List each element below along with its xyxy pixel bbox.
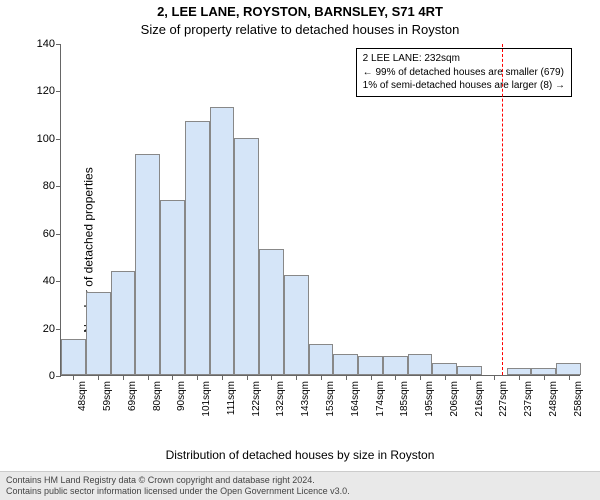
xtick-label: 111sqm — [226, 381, 237, 415]
histogram-bar — [160, 200, 185, 375]
xtick-label: 248sqm — [548, 381, 559, 417]
xtick-mark — [445, 375, 446, 380]
xtick-mark — [371, 375, 372, 380]
figure-container: 2, LEE LANE, ROYSTON, BARNSLEY, S71 4RT … — [0, 0, 600, 500]
histogram-bar — [86, 292, 111, 375]
ytick-label: 20 — [43, 323, 61, 335]
xtick-mark — [271, 375, 272, 380]
xtick-label: 90sqm — [176, 381, 187, 411]
histogram-bar — [185, 121, 210, 375]
marker-legend: 2 LEE LANE: 232sqm ← 99% of detached hou… — [356, 48, 572, 97]
xtick-mark — [470, 375, 471, 380]
xtick-mark — [247, 375, 248, 380]
histogram-bar — [507, 368, 532, 375]
xtick-mark — [544, 375, 545, 380]
ytick-label: 80 — [43, 180, 61, 192]
xtick-mark — [519, 375, 520, 380]
histogram-bar — [135, 154, 160, 375]
histogram-bar — [333, 354, 358, 375]
ytick-label: 120 — [37, 85, 61, 97]
histogram-bar — [383, 356, 408, 375]
histogram-bar — [358, 356, 383, 375]
xtick-mark — [420, 375, 421, 380]
xtick-mark — [346, 375, 347, 380]
xtick-label: 132sqm — [275, 381, 286, 417]
xtick-mark — [569, 375, 570, 380]
xtick-mark — [296, 375, 297, 380]
ytick-label: 100 — [37, 133, 61, 145]
histogram-bar — [234, 138, 259, 375]
ytick-label: 140 — [37, 38, 61, 50]
histogram-bar — [259, 249, 284, 375]
xtick-mark — [123, 375, 124, 380]
xtick-label: 143sqm — [300, 381, 311, 417]
legend-line-2: ← 99% of detached houses are smaller (67… — [363, 66, 565, 80]
xtick-label: 195sqm — [424, 381, 435, 417]
histogram-bar — [457, 366, 482, 375]
ytick-label: 40 — [43, 275, 61, 287]
ytick-label: 0 — [49, 370, 61, 382]
legend-line-3: 1% of semi-detached houses are larger (8… — [363, 79, 565, 93]
xtick-label: 216sqm — [474, 381, 485, 417]
page-title: 2, LEE LANE, ROYSTON, BARNSLEY, S71 4RT — [0, 4, 600, 19]
xtick-label: 185sqm — [399, 381, 410, 417]
histogram-plot: 2 LEE LANE: 232sqm ← 99% of detached hou… — [60, 44, 580, 376]
histogram-bar — [432, 363, 457, 375]
xtick-label: 48sqm — [77, 381, 88, 411]
xtick-label: 174sqm — [375, 381, 386, 417]
histogram-bar — [309, 344, 334, 375]
histogram-bar — [408, 354, 433, 375]
xtick-mark — [395, 375, 396, 380]
footer-line-1: Contains HM Land Registry data © Crown c… — [6, 475, 594, 486]
histogram-bar — [531, 368, 556, 375]
xtick-label: 153sqm — [325, 381, 336, 417]
license-footer: Contains HM Land Registry data © Crown c… — [0, 471, 600, 500]
xtick-label: 258sqm — [573, 381, 584, 417]
legend-line-1: 2 LEE LANE: 232sqm — [363, 52, 565, 66]
xtick-label: 69sqm — [127, 381, 138, 411]
xtick-mark — [172, 375, 173, 380]
xtick-mark — [494, 375, 495, 380]
xtick-label: 164sqm — [350, 381, 361, 417]
xtick-mark — [148, 375, 149, 380]
histogram-bar — [556, 363, 581, 375]
xtick-label: 206sqm — [449, 381, 460, 417]
xtick-mark — [98, 375, 99, 380]
xtick-label: 227sqm — [498, 381, 509, 417]
xtick-label: 101sqm — [201, 381, 212, 417]
histogram-bar — [284, 275, 309, 375]
xtick-label: 59sqm — [102, 381, 113, 411]
xtick-mark — [222, 375, 223, 380]
histogram-bar — [210, 107, 235, 375]
x-axis-label: Distribution of detached houses by size … — [0, 448, 600, 462]
xtick-mark — [73, 375, 74, 380]
ytick-label: 60 — [43, 228, 61, 240]
histogram-bar — [61, 339, 86, 375]
xtick-label: 80sqm — [152, 381, 163, 411]
histogram-bar — [111, 271, 136, 375]
marker-line — [502, 44, 503, 375]
xtick-mark — [321, 375, 322, 380]
xtick-label: 122sqm — [251, 381, 262, 417]
footer-line-2: Contains public sector information licen… — [6, 486, 594, 497]
xtick-label: 237sqm — [523, 381, 534, 417]
xtick-mark — [197, 375, 198, 380]
page-subtitle: Size of property relative to detached ho… — [0, 22, 600, 37]
